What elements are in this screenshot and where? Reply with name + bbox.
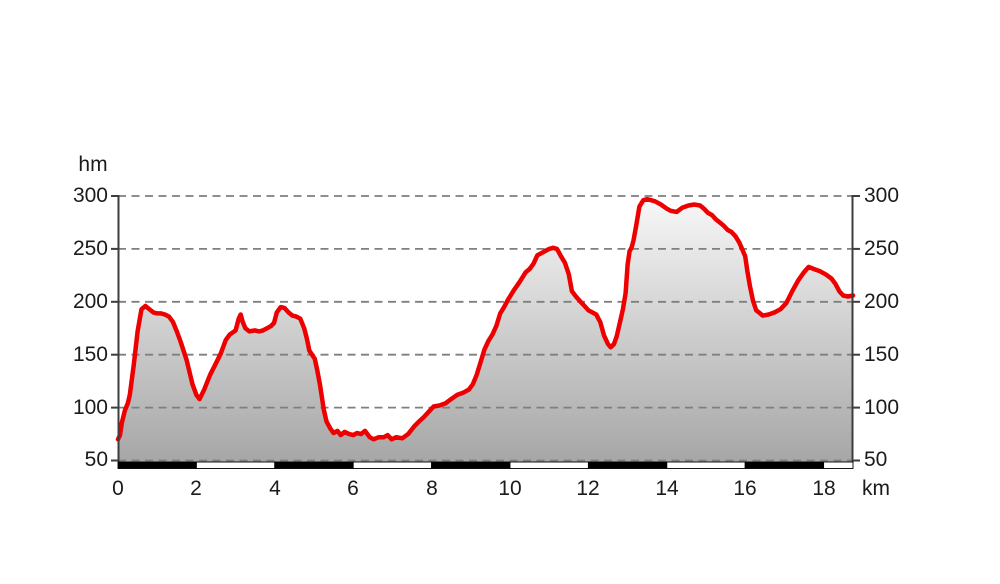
distance-bar-segment-14-16km <box>666 461 746 469</box>
x-tick-label-14: 14 <box>655 477 679 500</box>
x-tick-label-18: 18 <box>812 477 836 500</box>
x-tick-label-12: 12 <box>576 477 600 500</box>
y-tick-label-right-50: 50 <box>864 448 888 471</box>
x-tick-label-6: 6 <box>347 477 359 500</box>
y-tick-label-left-200: 200 <box>72 290 108 313</box>
x-tick-label-2: 2 <box>190 477 202 500</box>
x-tick-label-8: 8 <box>426 477 438 500</box>
distance-bar-segment-0-2km <box>117 461 197 469</box>
x-tick-label-10: 10 <box>498 477 522 500</box>
distance-bar-segment-4-6km <box>274 461 354 469</box>
distance-bar-segment-10-12km <box>509 461 589 469</box>
distance-bar-segment-16-18km <box>744 461 825 469</box>
y-tick-label-left-150: 150 <box>72 343 108 366</box>
distance-bar-segment-2-4km <box>195 461 276 469</box>
distance-bar-segment-18-18.75km <box>823 461 854 469</box>
y-tick-label-left-300: 300 <box>72 184 108 207</box>
y-tick-label-left-100: 100 <box>72 396 108 419</box>
elevation-area <box>118 199 853 462</box>
x-tick-label-16: 16 <box>733 477 757 500</box>
y-axis-unit-label: hm <box>78 153 108 176</box>
y-tick-label-right-100: 100 <box>864 396 900 419</box>
distance-bar-segment-8-10km <box>431 461 511 469</box>
y-tick-label-right-250: 250 <box>864 237 900 260</box>
distance-bar-segment-6-8km <box>352 461 433 469</box>
distance-bar-segment-12-14km <box>587 461 668 469</box>
elevation-line <box>115 196 856 442</box>
y-tick-label-left-50: 50 <box>84 448 108 471</box>
y-tick-label-right-200: 200 <box>864 290 900 313</box>
y-tick-label-left-250: 250 <box>72 237 108 260</box>
x-tick-label-4: 4 <box>269 477 281 500</box>
x-tick-label-0: 0 <box>112 477 124 500</box>
y-tick-label-right-300: 300 <box>864 184 900 207</box>
x-axis-unit-label: km <box>862 477 890 500</box>
y-tick-label-right-150: 150 <box>864 343 900 366</box>
